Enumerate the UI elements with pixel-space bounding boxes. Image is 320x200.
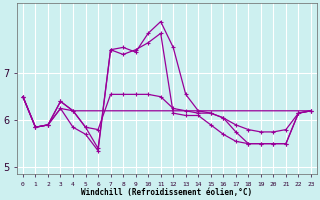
X-axis label: Windchill (Refroidissement éolien,°C): Windchill (Refroidissement éolien,°C) bbox=[81, 188, 252, 197]
